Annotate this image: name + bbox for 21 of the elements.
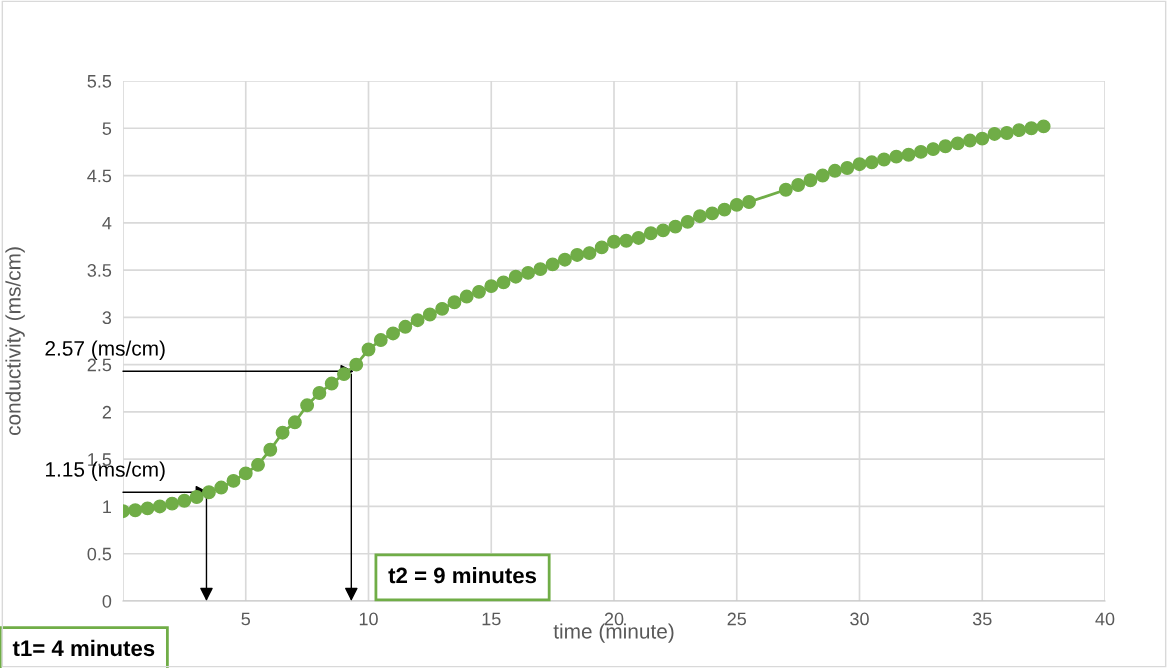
y-tick-label: 2 xyxy=(102,405,111,419)
y-axis-title: conductivity (ms/cm) xyxy=(5,247,25,436)
y-tick-label: 3.5 xyxy=(87,264,112,277)
y-tick-label: 4.5 xyxy=(87,169,112,183)
y-tick-label: 5.5 xyxy=(87,75,112,88)
x-tick-label: 40 xyxy=(1095,612,1115,626)
x-tick-label: 15 xyxy=(482,612,501,626)
y-tick-label: 0 xyxy=(102,594,112,608)
y-tick-label: 5 xyxy=(102,122,112,135)
x-tick-label: 25 xyxy=(727,612,747,626)
y-tick-label: 4 xyxy=(102,216,112,230)
y-tick-label: 0.5 xyxy=(87,547,112,561)
x-tick-label: 35 xyxy=(972,612,992,626)
y-tick-label: 2.5 xyxy=(87,358,112,372)
x-tick-label: 5 xyxy=(241,612,251,626)
y-tick-label: 3 xyxy=(102,311,112,325)
text: t1= 4 minutes xyxy=(12,639,155,657)
y-tick-label: 1 xyxy=(103,500,112,513)
annotation: t2 = 9 minutes xyxy=(388,567,537,584)
x-tick-label: 10 xyxy=(359,612,378,626)
x-tick-label: 30 xyxy=(850,612,869,626)
